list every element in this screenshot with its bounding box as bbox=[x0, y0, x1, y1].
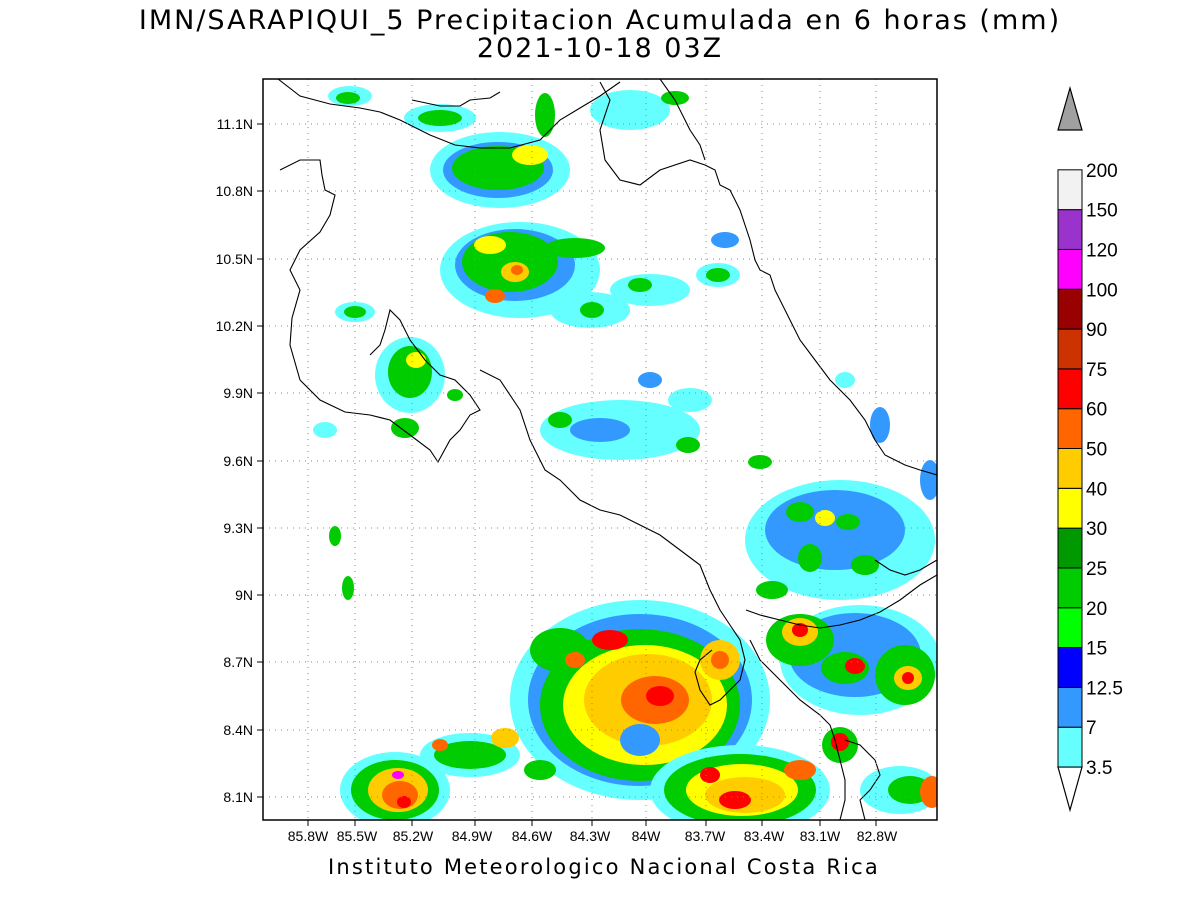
rain-cell-nicoya bbox=[313, 302, 463, 600]
lon-label: 84.6W bbox=[512, 828, 553, 844]
latitude-labels: 11.1N 10.8N 10.5N 10.2N 9.9N 9.6N 9.3N 9… bbox=[216, 116, 253, 805]
longitude-labels: 85.8W 85.5W 85.2W 84.9W 84.6W 84.3W 84W … bbox=[288, 828, 898, 844]
colorbar-label: 100 bbox=[1086, 280, 1118, 301]
lat-label: 10.8N bbox=[216, 183, 253, 199]
colorbar-swatch bbox=[1057, 328, 1083, 370]
lat-label: 11.1N bbox=[217, 116, 253, 132]
lat-label: 10.2N bbox=[216, 318, 253, 334]
rain-cell-central bbox=[540, 372, 890, 469]
colorbar-label: 12.5 bbox=[1086, 678, 1123, 699]
lat-label: 8.1N bbox=[223, 789, 253, 805]
lat-label: 9.3N bbox=[223, 520, 253, 536]
colorbar-swatch bbox=[1057, 169, 1083, 211]
rain-cell-caribbean-south bbox=[745, 460, 937, 600]
colorbar-swatch bbox=[1057, 527, 1083, 569]
rain-cell-north bbox=[328, 86, 689, 208]
colorbar-swatch bbox=[1057, 408, 1083, 449]
colorbar-label: 25 bbox=[1086, 559, 1107, 580]
lon-label: 84.3W bbox=[570, 828, 611, 844]
colorbar-label: 40 bbox=[1086, 479, 1107, 500]
lat-label: 9.6N bbox=[223, 453, 253, 469]
lon-label: 82.8W bbox=[857, 828, 898, 844]
lon-label: 85.8W bbox=[288, 828, 329, 844]
colorbar-max-arrow bbox=[1057, 85, 1083, 131]
colorbar-min-arrow bbox=[1057, 766, 1083, 813]
rain-cell-northern-plains bbox=[440, 222, 740, 328]
lat-label: 9N bbox=[235, 587, 253, 603]
colorbar-label: 30 bbox=[1086, 519, 1107, 540]
colorbar-label: 20 bbox=[1086, 599, 1107, 620]
lon-label: 85.5W bbox=[337, 828, 378, 844]
colorbar-label: 200 bbox=[1086, 161, 1118, 182]
map-frame bbox=[262, 78, 938, 821]
lon-label: 83.1W bbox=[800, 828, 841, 844]
colorbar-swatch bbox=[1057, 607, 1083, 649]
colorbar-label: 90 bbox=[1086, 320, 1107, 341]
grid-lines bbox=[263, 79, 937, 820]
colorbar-label: 50 bbox=[1086, 440, 1107, 461]
colorbar-swatch bbox=[1057, 288, 1083, 330]
map-datetime: 2021-10-18 03Z bbox=[476, 33, 724, 64]
colorbar-swatch bbox=[1057, 248, 1083, 290]
colorbar-swatch bbox=[1057, 368, 1083, 410]
colorbar-swatch bbox=[1057, 647, 1083, 688]
rain-cell-southwest bbox=[340, 728, 556, 820]
colorbar-label: 15 bbox=[1086, 639, 1107, 660]
lat-label: 8.4N bbox=[223, 722, 253, 738]
lon-label: 83.7W bbox=[685, 828, 726, 844]
colorbar-swatch bbox=[1057, 487, 1083, 529]
tick-marks bbox=[257, 123, 877, 826]
colorbar-label: 120 bbox=[1086, 240, 1118, 261]
colorbar-swatch bbox=[1057, 726, 1083, 768]
map-title: IMN/SARAPIQUI_5 Precipitacion Acumulada … bbox=[138, 5, 1062, 36]
colorbar-label: 75 bbox=[1086, 360, 1107, 381]
colorbar-swatch bbox=[1057, 686, 1083, 728]
colorbar-label: 150 bbox=[1086, 201, 1118, 222]
lat-label: 10.5N bbox=[216, 251, 253, 267]
colorbar-label: 3.5 bbox=[1086, 758, 1112, 779]
colorbar-label: 7 bbox=[1086, 718, 1097, 739]
colorbar-swatch bbox=[1057, 448, 1083, 489]
colorbar: 3.5 7 12.5 15 20 25 30 40 50 60 75 90 100 120 150 200 bbox=[1057, 85, 1123, 813]
lon-label: 84W bbox=[632, 828, 662, 844]
colorbar-label: 60 bbox=[1086, 400, 1107, 421]
colorbar-swatch bbox=[1057, 209, 1083, 250]
footer-credit: Instituto Meteorologico Nacional Costa R… bbox=[328, 855, 880, 879]
lon-label: 85.2W bbox=[393, 828, 434, 844]
lon-label: 83.4W bbox=[744, 828, 785, 844]
lon-label: 84.9W bbox=[452, 828, 493, 844]
lat-label: 8.7N bbox=[223, 654, 253, 670]
lat-label: 9.9N bbox=[223, 385, 253, 401]
coastlines bbox=[277, 79, 937, 820]
precipitation-field bbox=[313, 86, 937, 820]
rain-cell-panama-border bbox=[766, 605, 937, 814]
colorbar-swatch bbox=[1057, 567, 1083, 609]
rain-cell-south-coast bbox=[650, 745, 830, 820]
